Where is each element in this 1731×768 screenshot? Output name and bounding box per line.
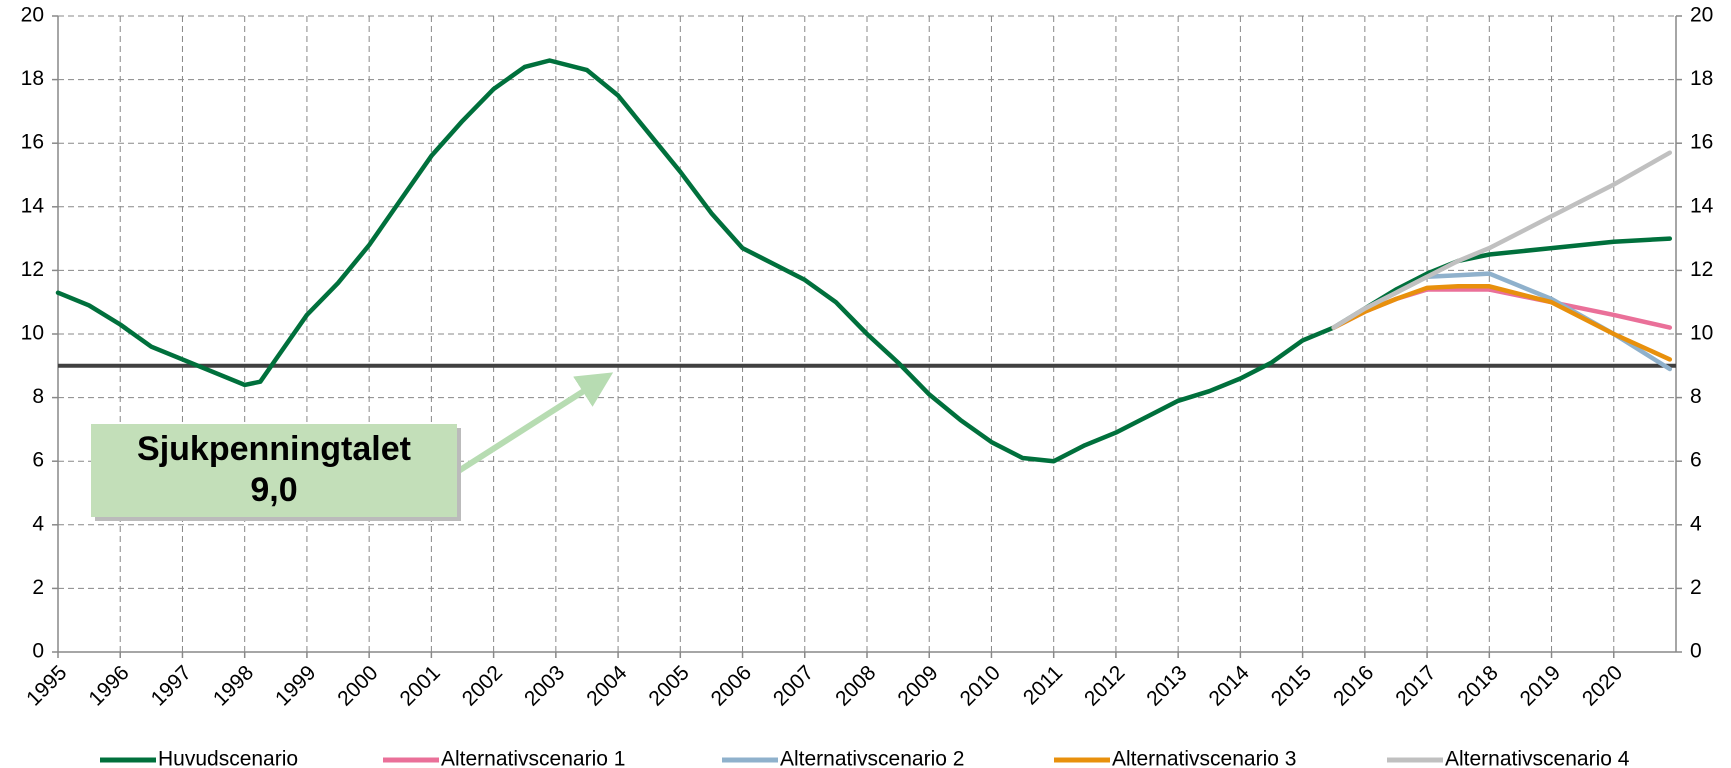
legend-label: Huvudscenario	[158, 748, 298, 768]
x-tick-label: 1999	[271, 661, 320, 710]
y-tick-label: 14	[21, 194, 45, 217]
y-tick-label: 16	[21, 131, 44, 154]
x-tick-label: 2001	[396, 661, 445, 710]
y-tick-label: 18	[21, 67, 44, 90]
annotation-arrow	[455, 372, 614, 475]
x-tick-label: 2013	[1142, 661, 1191, 710]
x-tick-label: 2012	[1080, 661, 1129, 710]
x-tick-label: 1998	[209, 661, 258, 710]
x-tick-label: 2004	[582, 661, 632, 711]
y-tick-label: 8	[32, 385, 44, 408]
y2-tick-label: 20	[1690, 4, 1713, 27]
annotation-box	[91, 424, 457, 517]
y-tick-label: 0	[32, 640, 44, 663]
x-tick-label: 1995	[22, 661, 71, 710]
legend-label: Alternativscenario 1	[441, 748, 625, 768]
y-tick-label: 20	[21, 4, 44, 27]
y2-tick-label: 2	[1690, 576, 1702, 599]
annotation-value: 9,0	[250, 471, 297, 509]
y-tick-label: 2	[32, 576, 44, 599]
x-tick-label: 2003	[520, 661, 569, 710]
annotation-label: Sjukpenningtalet	[137, 430, 411, 468]
x-tick-label: 2015	[1267, 661, 1316, 710]
x-tick-label: 2017	[1391, 661, 1440, 710]
legend-label: Alternativscenario 3	[1112, 748, 1296, 768]
y2-tick-label: 6	[1690, 449, 1702, 472]
x-tick-label: 2016	[1329, 661, 1378, 710]
x-tick-label: 2018	[1453, 661, 1502, 710]
y-tick-label: 12	[21, 258, 44, 281]
x-tick-label: 2010	[956, 661, 1005, 710]
x-tick-label: 1996	[84, 661, 133, 710]
x-tick-label: 2000	[333, 661, 382, 710]
x-tick-label: 2014	[1205, 661, 1255, 711]
x-tick-label: 2008	[831, 661, 880, 710]
y2-tick-label: 12	[1690, 258, 1713, 281]
legend-label: Alternativscenario 2	[780, 748, 964, 768]
x-tick-label: 2020	[1578, 661, 1627, 710]
y2-tick-label: 18	[1690, 67, 1713, 90]
x-tick-label: 2011	[1019, 661, 1067, 709]
y2-tick-label: 4	[1690, 512, 1702, 535]
x-tick-label: 2007	[769, 661, 818, 710]
y-tick-label: 6	[32, 449, 44, 472]
y2-tick-label: 16	[1690, 131, 1713, 154]
series-line	[55, 58, 1673, 464]
x-tick-label: 2005	[644, 661, 693, 710]
y2-tick-label: 14	[1690, 194, 1714, 217]
y-tick-label: 4	[32, 512, 44, 535]
x-tick-label: 1997	[147, 661, 196, 710]
y-tick-label: 10	[21, 322, 44, 345]
legend-label: Alternativscenario 4	[1445, 748, 1630, 768]
y2-tick-label: 8	[1690, 385, 1702, 408]
x-tick-label: 2002	[458, 661, 507, 710]
y2-tick-label: 10	[1690, 322, 1713, 345]
x-tick-label: 2006	[707, 661, 756, 710]
x-tick-label: 2019	[1516, 661, 1565, 710]
x-tick-label: 2009	[893, 661, 942, 710]
y2-tick-label: 0	[1690, 640, 1702, 663]
series-line	[1331, 284, 1673, 362]
series-line	[1331, 150, 1673, 330]
